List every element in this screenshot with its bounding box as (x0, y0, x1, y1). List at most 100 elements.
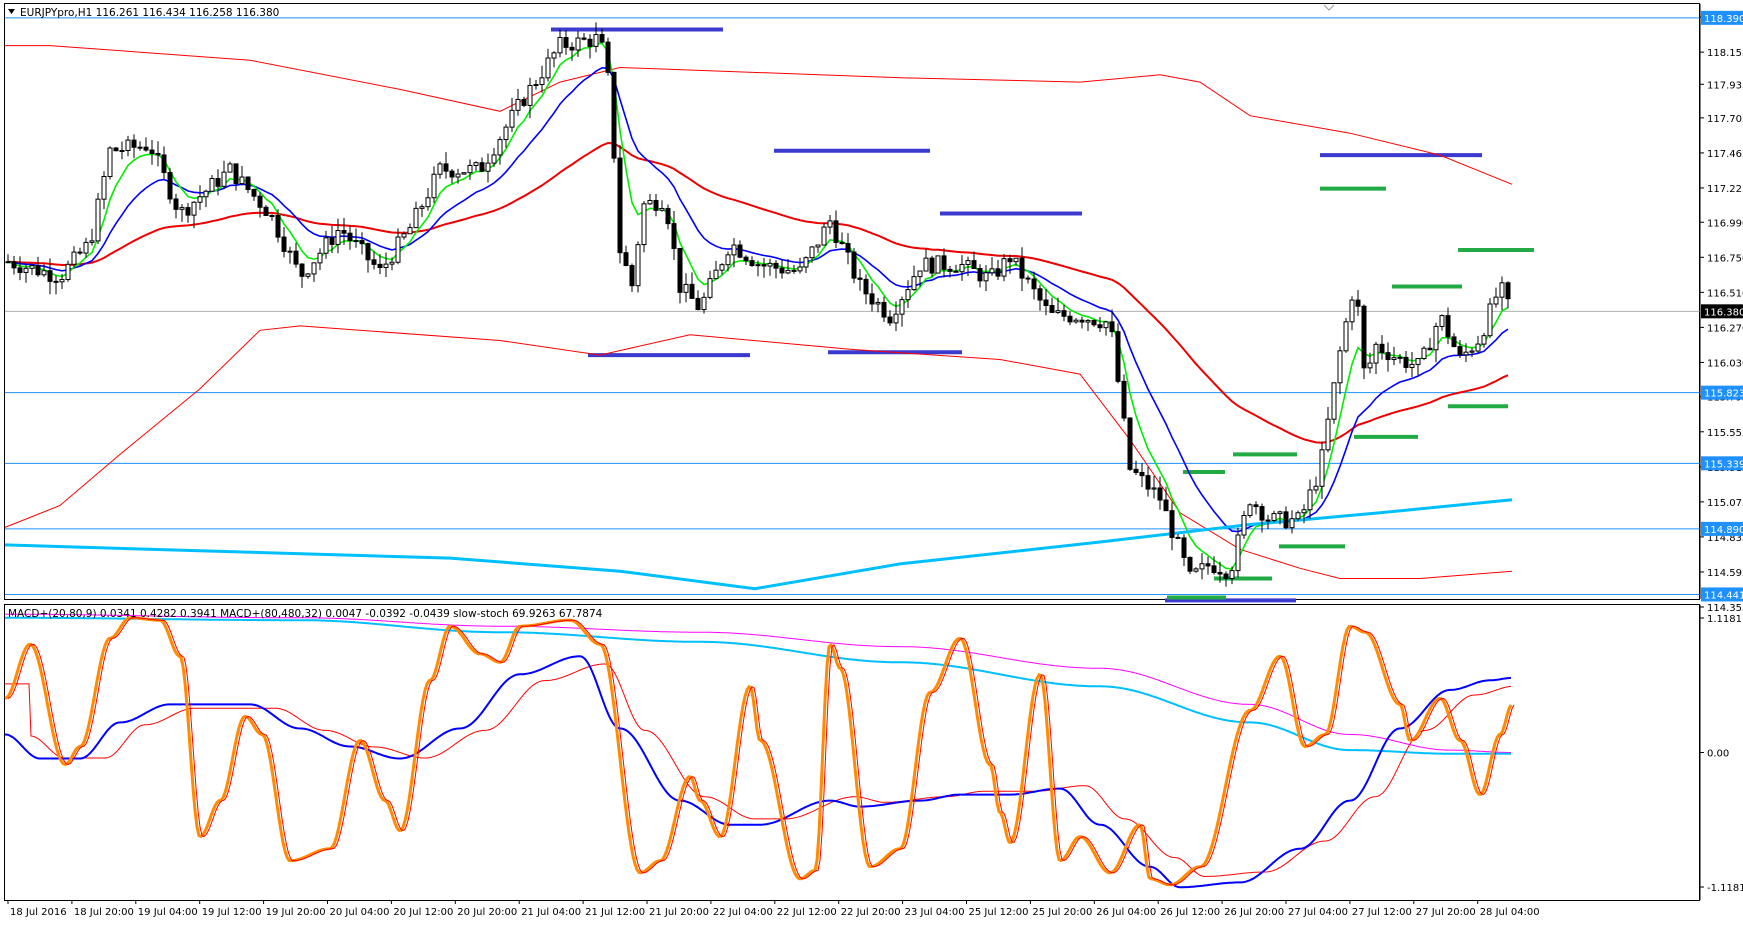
candle-body (11, 261, 17, 269)
candle-body (1439, 315, 1445, 327)
candle-body (137, 146, 143, 149)
candle-body (1265, 519, 1271, 522)
level-markers (551, 27, 1534, 603)
candle-body (1241, 515, 1247, 536)
candle-body (995, 268, 1001, 277)
candle-body (665, 207, 671, 225)
candle-body (215, 178, 221, 187)
candle-body (953, 270, 959, 273)
candle-body (1283, 511, 1289, 529)
candle-body (875, 301, 881, 305)
candle-body (311, 262, 317, 275)
candle-body (1103, 321, 1109, 329)
candle-body (803, 257, 809, 268)
level-price-label: 115.339 (1704, 459, 1743, 470)
candle-body (641, 203, 647, 246)
candle-body (1445, 315, 1451, 338)
time-label: 26 Jul 04:00 (1096, 907, 1156, 918)
price-tick-label: 117.465 (1707, 149, 1743, 160)
candle-body (1505, 282, 1511, 300)
time-label: 22 Jul 12:00 (777, 907, 837, 918)
price-pane[interactable] (4, 3, 1701, 603)
candle-body (581, 37, 587, 40)
candle-body (77, 251, 83, 254)
candle-body (275, 215, 281, 238)
candle-body (5, 261, 11, 264)
candle-body (1055, 310, 1061, 313)
candle-body (1121, 380, 1127, 419)
time-label: 18 Jul 20:00 (74, 907, 134, 918)
chart-menu-triangle-icon[interactable] (8, 9, 15, 14)
candle-body (1199, 563, 1205, 570)
candle-body (413, 207, 419, 229)
candle-body (233, 163, 239, 185)
candle-body (1253, 504, 1259, 508)
candle-body (107, 147, 113, 178)
candle-body (1463, 351, 1469, 356)
candle-body (1049, 304, 1055, 313)
candle-body (1343, 321, 1349, 352)
price-pane-frame (4, 3, 1700, 600)
candle-body (797, 266, 803, 272)
time-label: 18 Jul 2016 (10, 907, 67, 918)
candle-body (1193, 568, 1199, 572)
candle-body (1289, 518, 1295, 529)
candle-body (575, 37, 581, 51)
candle-body (83, 241, 89, 254)
candle-body (1133, 468, 1139, 473)
envelope-bands (4, 45, 1513, 579)
candle-body (677, 247, 683, 293)
candle-body (1037, 288, 1043, 301)
candle-body (1295, 512, 1301, 520)
candle-body (1355, 299, 1361, 307)
time-label: 26 Jul 12:00 (1160, 907, 1220, 918)
candle-body (935, 255, 941, 274)
candle-body (533, 84, 539, 87)
candle-body (1235, 534, 1241, 572)
candle-body (983, 272, 989, 282)
candle-body (731, 244, 737, 256)
candle-body (689, 283, 695, 299)
indicator-axis: 1.1181 0.00 -1.1181 (1699, 605, 1743, 900)
candle-body (1433, 325, 1439, 351)
level-price-tag (1701, 587, 1743, 602)
candle-body (671, 223, 677, 249)
price-tick-label: 116.030 (1707, 358, 1743, 369)
time-axis: 18 Jul 2016 18 Jul 20:00 19 Jul 04:00 19 Ju… (7, 900, 1540, 918)
candle-body (905, 289, 911, 301)
time-label: 21 Jul 12:00 (585, 907, 645, 918)
candle-body (869, 293, 875, 305)
candle-body (1211, 565, 1217, 573)
indicator-tick-label: 0.00 (1707, 749, 1729, 760)
candle-body (1421, 347, 1427, 360)
chart-shift-icon[interactable] (1323, 4, 1335, 11)
candle-body (755, 264, 761, 267)
candle-body (917, 270, 923, 278)
candle-body (695, 297, 701, 311)
indicator-pane[interactable] (4, 604, 1700, 901)
candle-body (989, 268, 995, 274)
candle-body (1337, 350, 1343, 384)
candlesticks (5, 22, 1511, 587)
candle-body (131, 139, 137, 148)
candle-body (1139, 471, 1145, 477)
candle-body (395, 236, 401, 263)
candle-body (1367, 362, 1373, 369)
candle-body (713, 269, 719, 280)
candle-body (71, 251, 77, 265)
candle-body (1325, 418, 1331, 451)
candle-body (1457, 346, 1463, 356)
candle-body (119, 149, 125, 152)
candle-body (1067, 315, 1073, 323)
time-label: 28 Jul 04:00 (1480, 907, 1540, 918)
candle-body (521, 98, 527, 106)
candle-body (1217, 571, 1223, 575)
candle-body (1091, 319, 1097, 326)
candle-body (929, 257, 935, 274)
current-price-tag (1701, 304, 1743, 319)
candle-body (1361, 305, 1367, 369)
time-label: 21 Jul 04:00 (521, 907, 581, 918)
candle-body (1481, 335, 1487, 345)
